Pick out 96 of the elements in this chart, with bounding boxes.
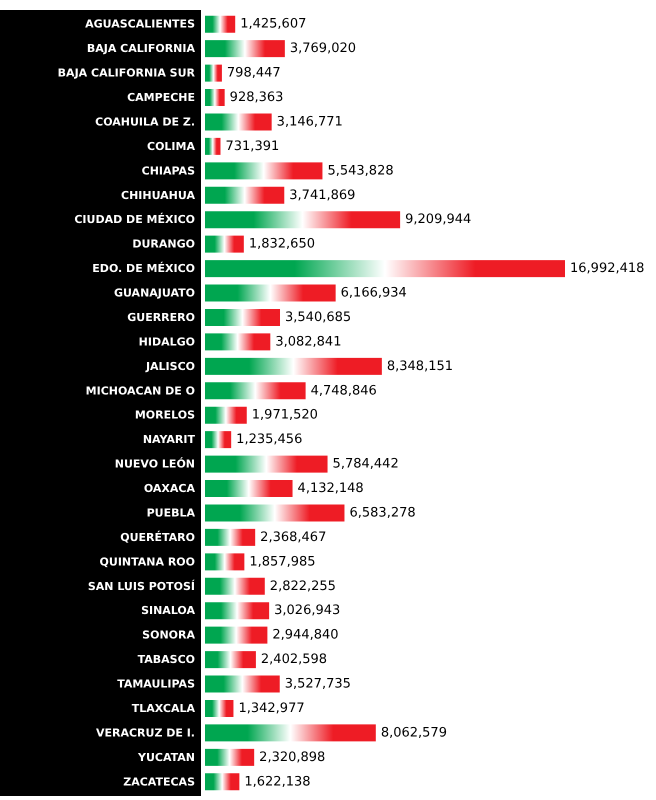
data-label: 1,342,977 [238,700,305,716]
data-label: 1,832,650 [248,236,315,252]
y-tick-label: SONORA [142,628,196,642]
bar [205,651,256,668]
data-label: 4,132,148 [298,481,364,496]
y-tick-label: NAYARIT [142,433,196,446]
y-tick-label: NUEVO LEÓN [114,456,195,471]
data-label: 3,146,771 [276,114,343,130]
y-tick-label: ZACATECAS [123,775,196,788]
data-label: 3,540,685 [285,310,352,325]
y-tick-label: MICHOACAN DE O [86,384,195,398]
bar [205,284,336,302]
data-label: 2,402,598 [260,652,328,668]
bar [205,64,222,82]
bar [205,138,220,155]
y-tick-label: TAMAULIPAS [117,678,196,691]
data-label: 16,992,418 [570,261,644,276]
bar [205,773,240,790]
bar [205,382,306,400]
y-tick-label: AGUASCALIENTES [85,18,196,31]
bar [205,528,256,546]
y-tick-label: SINALOA [141,604,196,618]
y-tick-label: GUANAJUATO [114,286,195,300]
bar [205,211,400,228]
y-tick-label: CAMPECHE [127,91,195,104]
y-tick-label: DURANGO [132,238,195,251]
y-tick-label: GUERRERO [127,310,195,324]
data-label: 3,026,943 [274,603,340,618]
bar [205,40,285,58]
y-tick-label: TABASCO [138,653,195,666]
data-label: 1,857,985 [249,554,316,570]
y-tick-label: PUEBLA [146,506,196,520]
data-label: 8,062,579 [380,725,447,740]
data-label: 2,368,467 [260,530,326,545]
bar [205,260,565,278]
y-tick-label: COAHUILA DE Z. [95,115,195,128]
bar [205,358,382,375]
data-label: 1,971,520 [252,408,318,423]
bar [205,431,232,448]
bar [205,602,270,620]
data-label: 3,741,869 [289,188,356,203]
data-label: 928,363 [230,90,284,106]
y-tick-label: BAJA CALIFORNIA SUR [58,66,196,80]
data-label: 3,082,841 [275,334,342,350]
bar [205,504,344,522]
y-tick-label: HIDALGO [138,335,195,348]
y-tick-label: CIUDAD DE MÉXICO [74,212,195,226]
y-tick-label: CHIHUAHUA [121,188,196,202]
bar [205,236,244,253]
bar [205,748,254,766]
y-tick-label: BAJA CALIFORNIA [86,42,196,56]
data-label: 4,748,846 [310,383,377,398]
y-tick-label: CHIAPAS [142,164,196,178]
data-label: 5,543,828 [327,163,394,178]
bar [205,480,293,498]
y-tick-label: COLIMA [147,140,196,153]
data-label: 731,391 [225,138,280,154]
data-label: 1,622,138 [244,774,311,790]
y-tick-label: JALISCO [144,360,195,373]
y-tick-label: YUCATAN [137,750,195,764]
data-label: 798,447 [226,66,281,81]
data-label: 2,320,898 [259,750,326,765]
data-label: 8,348,151 [386,358,454,374]
data-label: 3,527,735 [284,676,351,692]
bar [205,578,265,595]
y-tick-label: SAN LUIS POTOSÍ [88,578,195,593]
y-tick-label: QUERÉTARO [120,530,195,544]
y-tick-label: EDO. DE MÉXICO [92,261,195,276]
bar [205,406,247,424]
y-tick-label: OAXACA [144,482,196,496]
data-label: 2,822,255 [270,578,336,594]
bar [205,626,268,644]
data-label: 3,769,020 [290,41,356,56]
data-label: 5,784,442 [332,456,399,472]
data-label: 1,425,607 [240,16,306,32]
data-label: 2,944,840 [272,628,339,643]
bar [205,308,280,326]
bar [205,333,270,350]
data-label: 1,235,456 [236,432,302,448]
y-tick-label: QUINTANA ROO [100,555,195,568]
bar [205,700,234,717]
data-label: 6,166,934 [340,286,407,301]
bar [205,724,376,742]
bar [205,162,322,180]
bar [205,676,280,693]
bar [205,89,225,106]
y-tick-label: TLAXCALA [132,702,196,715]
bar [205,16,236,33]
bar [205,456,328,473]
bar [205,553,244,570]
y-tick-label: MORELOS [134,408,196,422]
bar [205,113,272,130]
bar [205,186,284,204]
data-label: 6,583,278 [349,505,416,520]
data-label: 9,209,944 [405,212,472,228]
y-tick-label: VERACRUZ DE I. [96,726,195,740]
